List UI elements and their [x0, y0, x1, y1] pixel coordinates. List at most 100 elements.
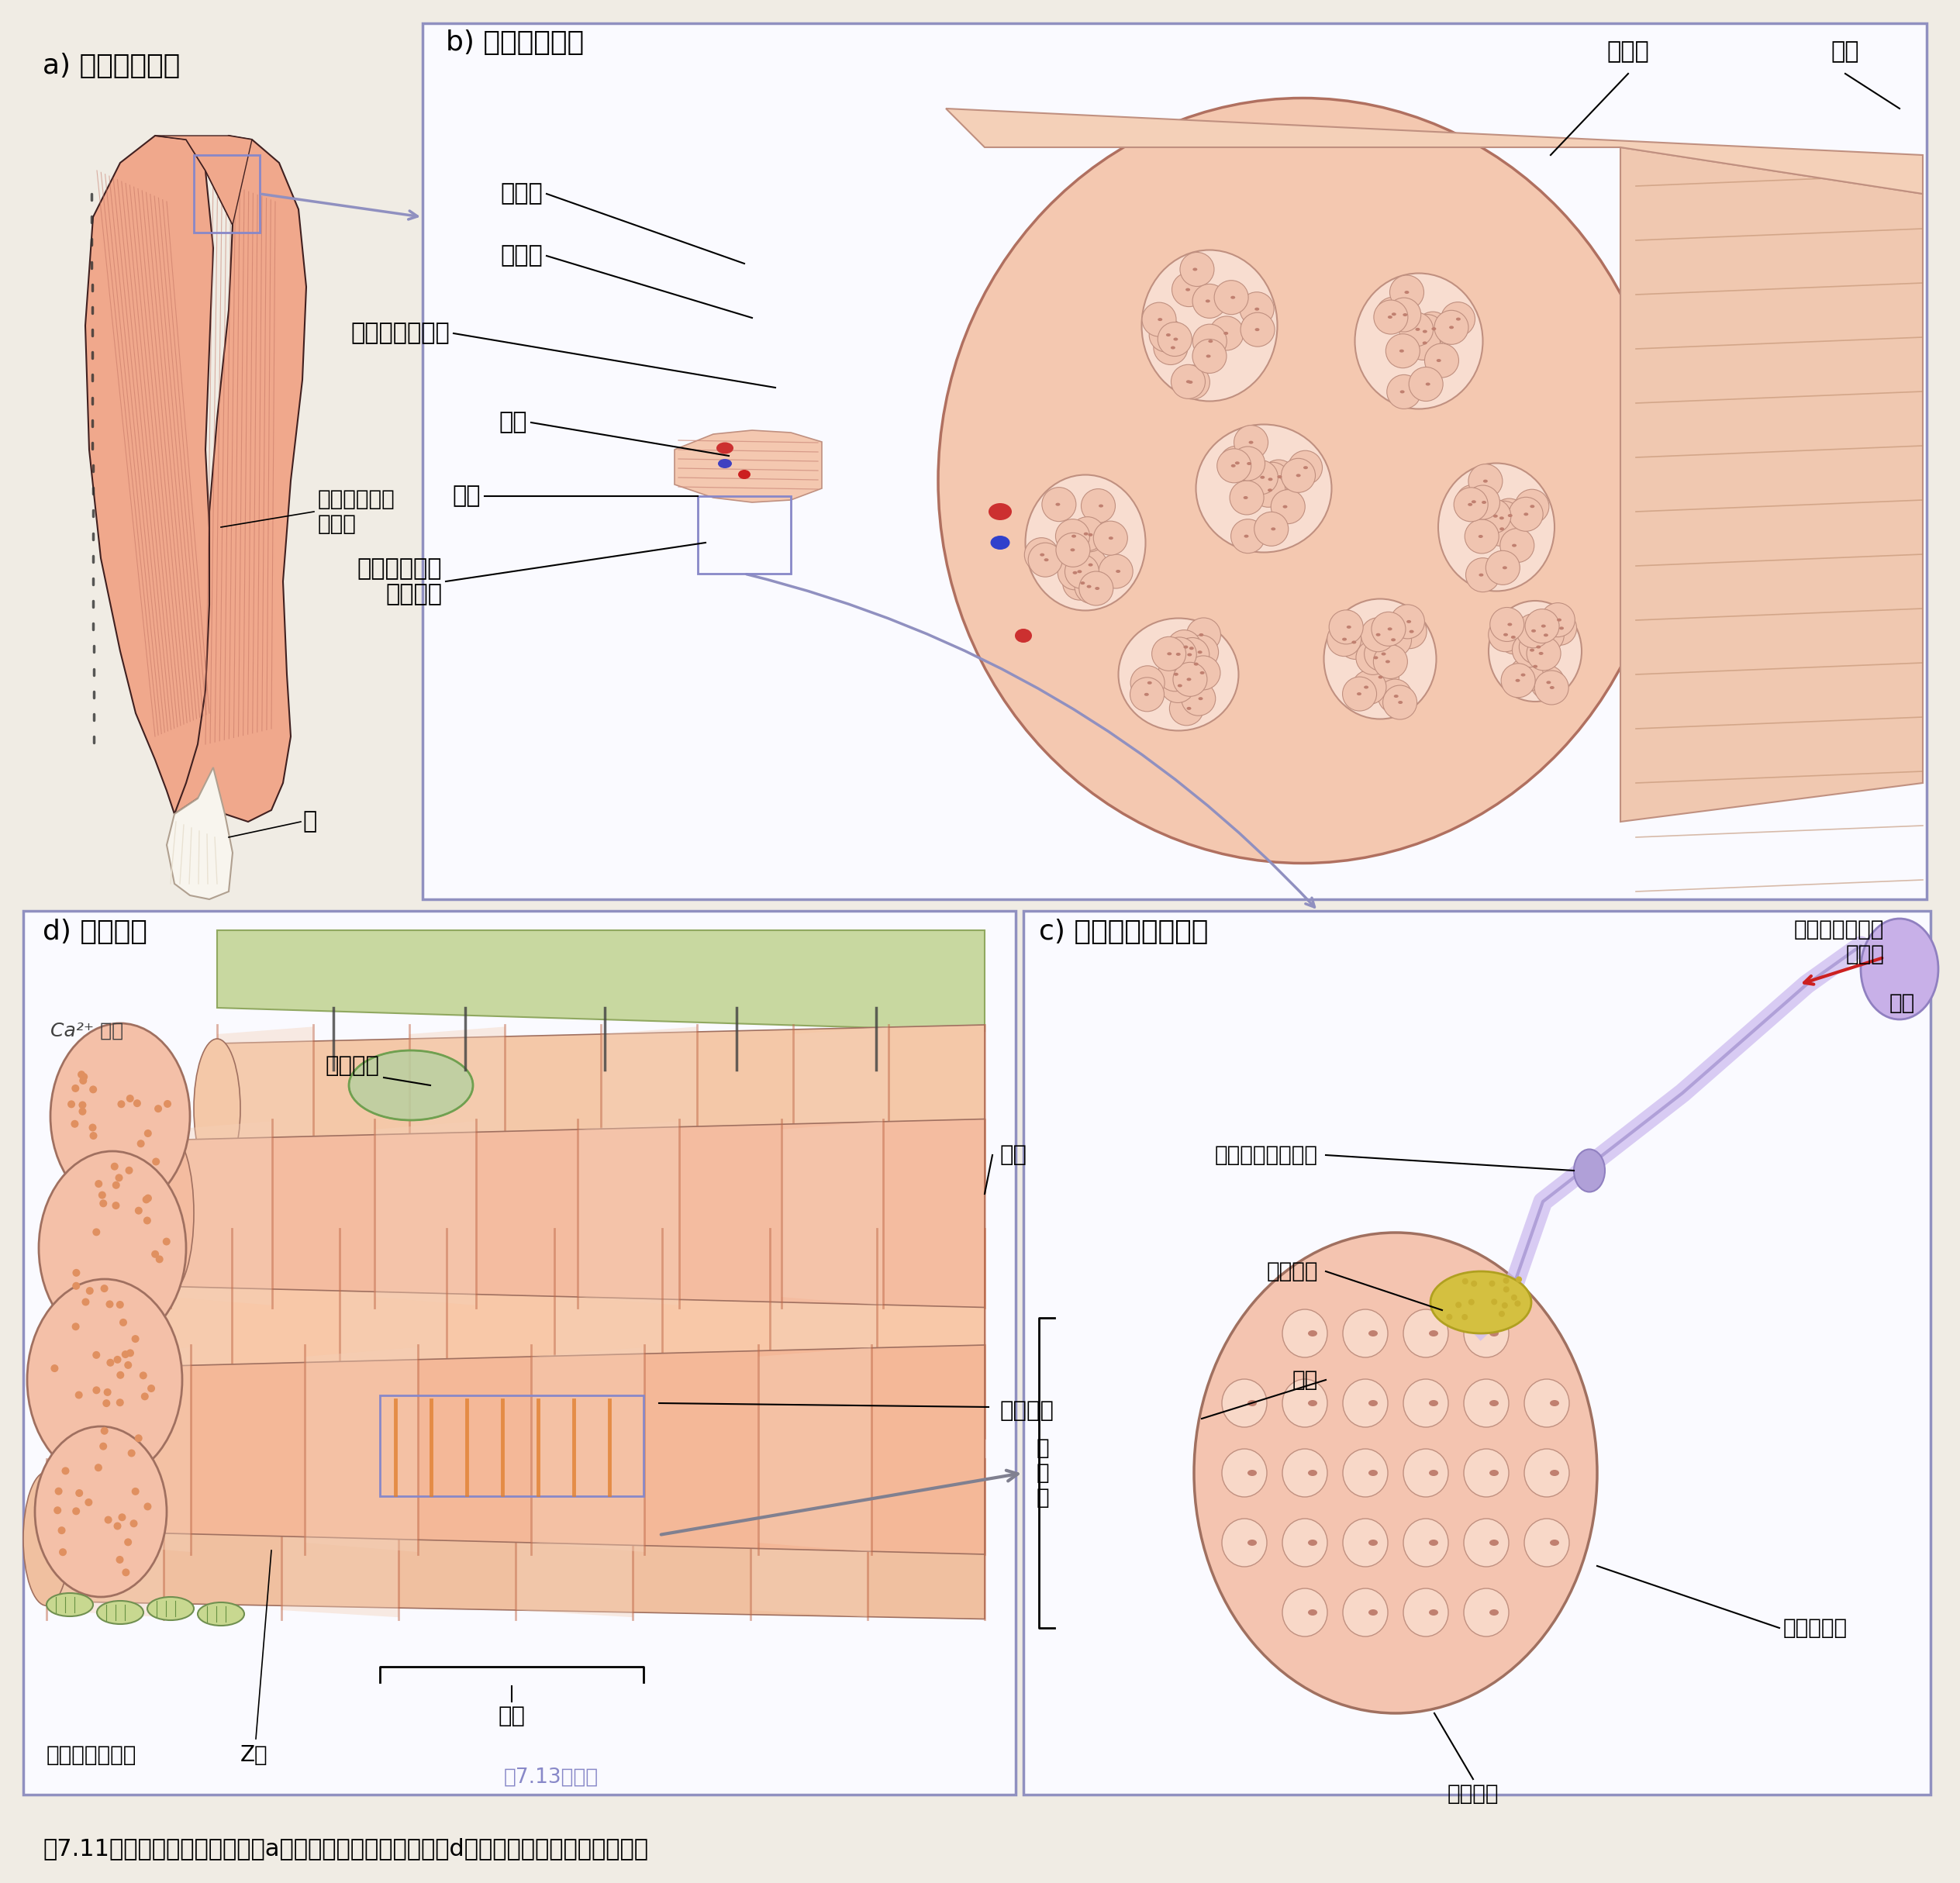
Text: 筋周膜: 筋周膜 — [500, 183, 543, 205]
Ellipse shape — [1041, 554, 1045, 555]
Ellipse shape — [1250, 473, 1286, 507]
Text: 図7.13に断面: 図7.13に断面 — [504, 1768, 598, 1787]
Ellipse shape — [1494, 514, 1497, 518]
Polygon shape — [86, 136, 225, 813]
Ellipse shape — [143, 1216, 151, 1224]
Ellipse shape — [1174, 672, 1178, 676]
Polygon shape — [171, 1119, 984, 1307]
Ellipse shape — [1448, 326, 1454, 330]
Ellipse shape — [131, 1488, 139, 1495]
Ellipse shape — [1478, 499, 1511, 533]
Ellipse shape — [1541, 603, 1576, 636]
Ellipse shape — [92, 1228, 100, 1235]
Ellipse shape — [1407, 620, 1411, 623]
Ellipse shape — [1192, 284, 1227, 318]
Ellipse shape — [1466, 486, 1499, 520]
Ellipse shape — [112, 1181, 120, 1188]
Ellipse shape — [1464, 1378, 1509, 1427]
Ellipse shape — [1086, 586, 1092, 587]
Ellipse shape — [163, 1100, 171, 1107]
Ellipse shape — [1435, 311, 1468, 345]
Text: 筋束: 筋束 — [453, 486, 480, 507]
Ellipse shape — [141, 1393, 149, 1401]
Ellipse shape — [1056, 520, 1090, 554]
Ellipse shape — [1388, 627, 1392, 631]
Ellipse shape — [1368, 1610, 1378, 1616]
Ellipse shape — [1254, 512, 1288, 546]
Ellipse shape — [1198, 697, 1203, 700]
Ellipse shape — [1519, 650, 1554, 684]
Ellipse shape — [1503, 567, 1507, 569]
Ellipse shape — [94, 1181, 102, 1188]
Ellipse shape — [1343, 1520, 1388, 1567]
Ellipse shape — [1499, 529, 1535, 563]
Ellipse shape — [1162, 636, 1196, 672]
Ellipse shape — [1490, 1329, 1499, 1337]
Ellipse shape — [1119, 618, 1239, 731]
Ellipse shape — [147, 1597, 194, 1619]
Text: 図7.11　骨格筋を肉眼レベル（a）から電子顕微鏡レベル（d）まで段階的に拡大した図。: 図7.11 骨格筋を肉眼レベル（a）から電子顕微鏡レベル（d）まで段階的に拡大し… — [43, 1838, 649, 1860]
Ellipse shape — [100, 1199, 108, 1207]
Ellipse shape — [1360, 618, 1396, 652]
Ellipse shape — [1525, 1520, 1570, 1567]
Ellipse shape — [1245, 535, 1249, 539]
Ellipse shape — [39, 1151, 186, 1344]
Ellipse shape — [73, 1506, 80, 1516]
Ellipse shape — [717, 459, 731, 469]
Ellipse shape — [1074, 569, 1109, 604]
Ellipse shape — [116, 1173, 123, 1183]
Ellipse shape — [123, 1538, 131, 1546]
Polygon shape — [782, 1120, 882, 1305]
Ellipse shape — [135, 1207, 143, 1215]
Ellipse shape — [1254, 307, 1258, 311]
Ellipse shape — [1488, 501, 1521, 535]
Text: c) 筋線維の神経支配: c) 筋線維の神経支配 — [1039, 919, 1207, 945]
Ellipse shape — [155, 1105, 163, 1113]
Ellipse shape — [1268, 488, 1272, 491]
Ellipse shape — [1356, 640, 1390, 674]
Ellipse shape — [1088, 533, 1094, 537]
Text: 筋節: 筋節 — [498, 1706, 525, 1727]
Ellipse shape — [1072, 535, 1076, 539]
Ellipse shape — [1070, 516, 1105, 552]
Ellipse shape — [1490, 1540, 1499, 1546]
Ellipse shape — [1531, 665, 1564, 699]
Ellipse shape — [90, 1132, 98, 1139]
Ellipse shape — [1511, 636, 1515, 638]
Bar — [698, 495, 790, 574]
Ellipse shape — [120, 1318, 127, 1326]
Text: 筋鞘: 筋鞘 — [1831, 40, 1860, 62]
Ellipse shape — [53, 1506, 61, 1514]
Ellipse shape — [1490, 1471, 1499, 1476]
Ellipse shape — [122, 1350, 129, 1358]
Polygon shape — [47, 1461, 165, 1617]
Ellipse shape — [1539, 652, 1543, 655]
Ellipse shape — [1499, 516, 1503, 520]
Ellipse shape — [1029, 542, 1062, 576]
Ellipse shape — [143, 1196, 151, 1203]
Ellipse shape — [1082, 490, 1115, 523]
Ellipse shape — [1343, 676, 1376, 712]
Ellipse shape — [1490, 1401, 1499, 1407]
Ellipse shape — [1190, 646, 1194, 650]
Ellipse shape — [1025, 539, 1058, 572]
Ellipse shape — [1403, 313, 1407, 316]
Ellipse shape — [1088, 563, 1094, 567]
Ellipse shape — [1403, 1309, 1448, 1358]
Ellipse shape — [137, 1139, 145, 1147]
Ellipse shape — [1143, 303, 1176, 337]
Ellipse shape — [129, 1520, 137, 1527]
Ellipse shape — [1515, 490, 1548, 523]
Text: 信号: 信号 — [1889, 992, 1915, 1013]
Ellipse shape — [1521, 674, 1525, 676]
Ellipse shape — [1192, 324, 1227, 358]
Ellipse shape — [1488, 601, 1582, 702]
Ellipse shape — [1403, 1448, 1448, 1497]
Ellipse shape — [1307, 1471, 1317, 1476]
Ellipse shape — [1327, 621, 1362, 657]
Ellipse shape — [1231, 465, 1235, 467]
Ellipse shape — [1415, 328, 1419, 331]
Polygon shape — [167, 768, 233, 900]
Ellipse shape — [1025, 475, 1145, 610]
Ellipse shape — [1513, 633, 1546, 667]
